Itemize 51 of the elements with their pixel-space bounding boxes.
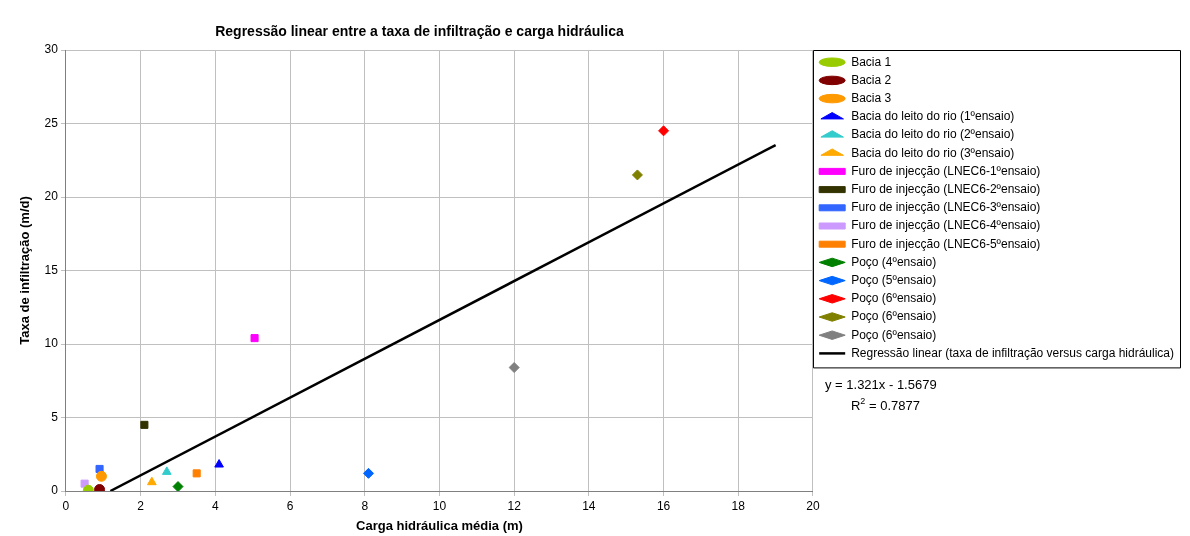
x-tick-label: 4 [212, 498, 220, 513]
x-tick-label: 0 [62, 498, 70, 513]
legend-label: Poço (6ºensaio) [851, 309, 937, 324]
legend-label: Poço (6ºensaio) [851, 291, 937, 306]
y-tick-label: 25 [44, 115, 59, 130]
y-tick-label: 30 [44, 42, 59, 57]
point [147, 476, 157, 486]
y-tick-label: 0 [51, 483, 59, 498]
y-tick-label: 20 [44, 189, 59, 204]
legend-label: Furo de injecção (LNEC6-5ºensaio) [851, 236, 1041, 251]
point [172, 481, 184, 491]
point [363, 467, 374, 479]
legend-label: Bacia do leito do rio (3ºensaio) [851, 145, 1015, 160]
x-tick-label: 18 [731, 498, 746, 513]
legend-label: Bacia 2 [851, 72, 892, 87]
legend-label: Furo de injecção (LNEC6-2ºensaio) [851, 181, 1041, 196]
legend-label: Poço (6ºensaio) [851, 327, 937, 342]
point [658, 125, 670, 137]
legend-label: Poço (5ºensaio) [851, 272, 937, 287]
x-axis-title: Carga hidráulica média (m) [356, 517, 523, 533]
point [250, 334, 259, 343]
x-tick-label: 12 [507, 498, 522, 513]
legend-label: Bacia 3 [851, 90, 892, 105]
point [140, 420, 149, 429]
legend-label: Bacia 1 [851, 54, 892, 69]
x-tick-label: 16 [656, 498, 671, 513]
point [192, 469, 201, 478]
y-tick-label: 5 [51, 409, 59, 424]
legend-label: Bacia do leito do rio (1ºensaio) [851, 109, 1015, 124]
point [631, 169, 643, 181]
legend-label: Furo de injecção (LNEC6-3ºensaio) [851, 200, 1041, 215]
x-tick-label: 2 [137, 498, 145, 513]
x-tick-label: 20 [806, 498, 820, 513]
legend-label: Bacia do leito do rio (2ºensaio) [851, 127, 1015, 142]
legend-label: Regressão linear (taxa de infiltração versus carga hidráulica) [851, 345, 1175, 360]
point [161, 466, 172, 475]
point [95, 470, 107, 482]
y-tick-label: 15 [44, 262, 59, 277]
legend-label: Furo de injecção (LNEC6-1ºensaio) [851, 163, 1041, 178]
x-tick-label: 8 [361, 498, 369, 513]
text: y = 1.321x - 1.5679 [824, 377, 937, 393]
x-tick-label: 14 [582, 498, 596, 513]
legend-label: Furo de injecção (LNEC6-4ºensaio) [851, 218, 1041, 233]
y-axis-title: Taxa de infiltração (m/d) [17, 196, 33, 345]
x-tick-label: 10 [432, 498, 447, 513]
x-tick-label: 6 [286, 498, 294, 513]
point [508, 362, 520, 374]
point [214, 459, 224, 468]
chart-title: Regressão linear entre a taxa de infiltração e carga hidráulica [215, 23, 624, 39]
y-tick-label: 10 [44, 336, 59, 351]
legend-label: Poço (4ºensaio) [851, 254, 937, 269]
